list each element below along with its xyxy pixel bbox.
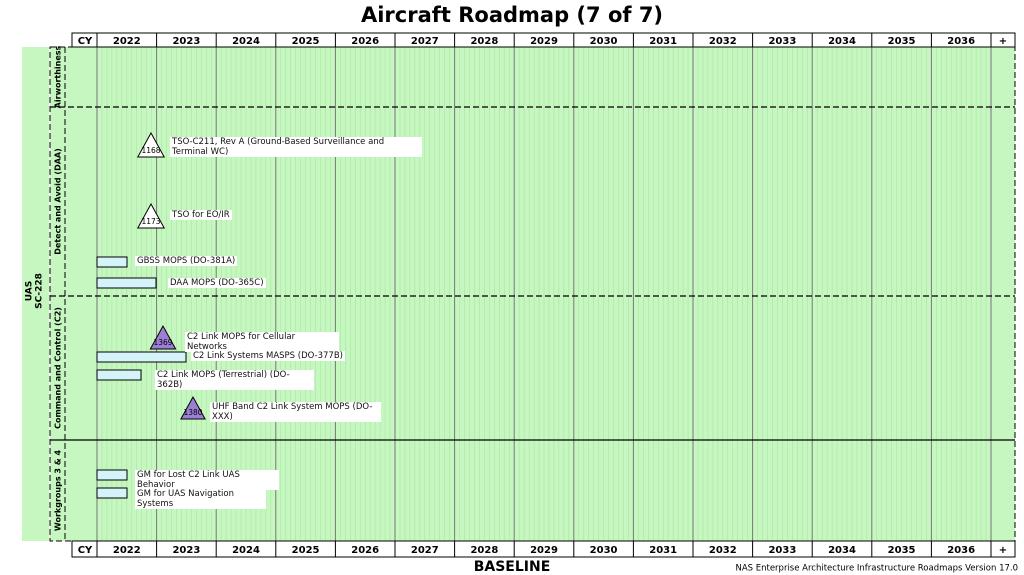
activity-bar	[96, 487, 128, 499]
year-label: 2035	[888, 36, 916, 47]
year-label: 2028	[470, 545, 498, 556]
cy-label: CY	[78, 36, 93, 47]
item-label: TSO for EO/IR	[170, 210, 232, 220]
year-label: 2023	[172, 545, 200, 556]
year-label: 2030	[590, 36, 618, 47]
item-label: C2 Link MOPS (Terrestrial) (DO-362B)	[155, 370, 314, 390]
year-label: 2031	[649, 545, 677, 556]
year-label: 2032	[709, 545, 737, 556]
year-label: 2032	[709, 36, 737, 47]
year-label: 2031	[649, 36, 677, 47]
year-label: 2023	[172, 36, 200, 47]
item-label: C2 Link Systems MASPS (DO-377B)	[191, 351, 345, 361]
milestone	[136, 131, 166, 158]
item-label: GBSS MOPS (DO-381A)	[135, 256, 238, 266]
year-label: 2033	[768, 545, 796, 556]
milestone-id: 1173	[141, 217, 160, 226]
year-label: 2036	[947, 36, 975, 47]
year-label: 2034	[828, 36, 856, 47]
lane-label: Detect and Avoid (DAA)	[54, 148, 63, 254]
milestone	[149, 324, 177, 350]
year-label: 2026	[351, 36, 379, 47]
year-label: 2024	[232, 36, 260, 47]
group-border	[49, 46, 1016, 542]
milestone-id: 1369	[153, 338, 172, 347]
year-label: 2035	[888, 545, 916, 556]
year-label: 2025	[292, 545, 320, 556]
year-label: 2029	[530, 545, 558, 556]
activity-bar	[96, 369, 142, 381]
year-header	[71, 32, 1016, 48]
cy-label: CY	[78, 545, 93, 556]
item-label: GM for UAS Navigation Systems	[135, 489, 266, 509]
activity-bar	[96, 351, 187, 363]
year-label: 2026	[351, 545, 379, 556]
year-label: 2025	[292, 36, 320, 47]
year-label: 2036	[947, 545, 975, 556]
group-band	[22, 47, 49, 541]
milestone-id: 1380	[183, 408, 202, 417]
year-label: +	[999, 36, 1007, 47]
milestone	[180, 395, 206, 420]
timeline-bg	[50, 47, 1015, 541]
year-label: 2027	[411, 36, 439, 47]
version-note: NAS Enterprise Architecture Infrastructu…	[735, 564, 1018, 574]
item-label: TSO-C211, Rev A (Ground-Based Surveillan…	[170, 137, 422, 157]
year-label: 2022	[113, 36, 141, 47]
item-label: DAA MOPS (DO-365C)	[168, 278, 266, 288]
group-label: UAS	[25, 281, 35, 301]
year-label: 2027	[411, 545, 439, 556]
year-label: 2024	[232, 545, 260, 556]
year-label: 2029	[530, 36, 558, 47]
milestone	[136, 202, 166, 229]
year-label: +	[999, 545, 1007, 556]
baseline: BASELINE	[474, 559, 551, 575]
milestone-id: 1168	[141, 146, 160, 155]
year-label: 2033	[768, 36, 796, 47]
activity-bar	[96, 469, 128, 481]
year-label: 2030	[590, 545, 618, 556]
year-label: 2028	[470, 36, 498, 47]
activity-bar	[96, 256, 128, 268]
item-label: UHF Band C2 Link System MOPS (DO-XXX)	[210, 402, 381, 422]
lane-label: Command and Control (C2)	[54, 307, 63, 429]
item-label: GM for Lost C2 Link UAS Behavior	[135, 470, 279, 490]
group-label: SC-228	[35, 273, 45, 309]
year-label: 2034	[828, 545, 856, 556]
activity-bar	[96, 277, 157, 289]
item-label: C2 Link MOPS for Cellular Networks	[185, 332, 339, 352]
lane-label: Airworthiness	[54, 45, 63, 108]
title: Aircraft Roadmap (7 of 7)	[361, 3, 663, 27]
lane-label: Workgroups 3 & 4	[54, 450, 63, 532]
year-label: 2022	[113, 545, 141, 556]
